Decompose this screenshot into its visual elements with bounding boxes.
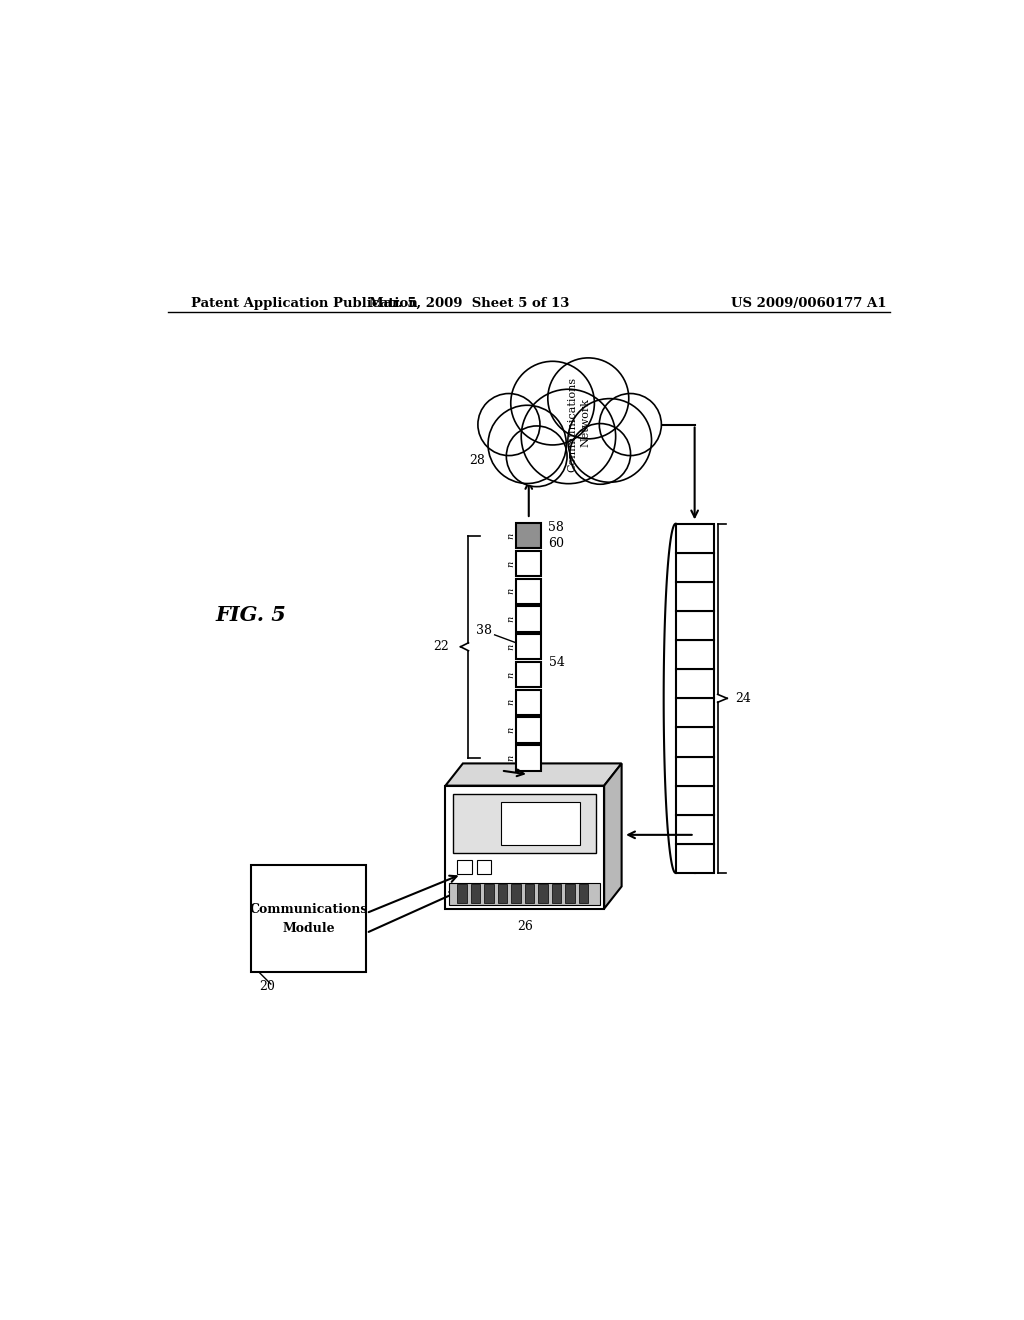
Bar — [676, 785, 714, 814]
Bar — [251, 865, 367, 972]
Bar — [516, 746, 542, 771]
Bar — [676, 814, 714, 843]
Text: n: n — [507, 644, 516, 649]
Circle shape — [521, 389, 615, 483]
Bar — [552, 884, 561, 903]
Text: FIG. 5: FIG. 5 — [216, 605, 287, 624]
Bar — [676, 698, 714, 727]
Bar — [676, 843, 714, 873]
Text: n: n — [507, 700, 516, 705]
Bar — [539, 884, 548, 903]
Text: n: n — [507, 560, 516, 566]
Bar — [516, 578, 542, 605]
Bar — [477, 859, 492, 874]
Text: n: n — [507, 727, 516, 733]
Bar — [471, 884, 480, 903]
Bar — [565, 884, 574, 903]
Text: 24: 24 — [735, 692, 751, 705]
Bar — [458, 859, 472, 874]
Text: US 2009/0060177 A1: US 2009/0060177 A1 — [731, 297, 887, 310]
Bar — [498, 884, 507, 903]
Circle shape — [568, 399, 651, 482]
Circle shape — [569, 424, 631, 484]
Circle shape — [548, 358, 629, 438]
Text: Patent Application Publication: Patent Application Publication — [191, 297, 418, 310]
Text: Network: Network — [581, 397, 591, 446]
Bar — [484, 884, 494, 903]
Bar — [516, 661, 542, 688]
Text: 22: 22 — [433, 640, 449, 653]
Bar — [579, 884, 588, 903]
Bar — [676, 611, 714, 640]
Text: 54: 54 — [550, 656, 565, 669]
Bar — [454, 795, 596, 853]
Text: 58: 58 — [548, 521, 563, 535]
Polygon shape — [445, 763, 622, 785]
Text: n: n — [507, 589, 516, 594]
Bar — [450, 883, 600, 904]
Bar — [511, 884, 521, 903]
Bar — [676, 727, 714, 756]
Circle shape — [478, 393, 540, 455]
Bar — [676, 669, 714, 698]
Bar — [458, 884, 467, 903]
Bar — [501, 803, 581, 845]
Bar — [676, 524, 714, 553]
Text: 26: 26 — [517, 920, 532, 933]
Circle shape — [506, 426, 567, 487]
Text: 28: 28 — [469, 454, 485, 467]
Text: n: n — [507, 532, 516, 539]
Text: 38: 38 — [476, 624, 493, 638]
Text: n: n — [507, 616, 516, 622]
Bar — [516, 689, 542, 715]
Bar — [676, 582, 714, 611]
Polygon shape — [604, 763, 622, 908]
Bar — [516, 523, 542, 548]
Text: 60: 60 — [548, 537, 564, 550]
Bar — [445, 785, 604, 908]
Bar — [676, 640, 714, 669]
Text: n: n — [507, 755, 516, 762]
Text: Communications: Communications — [250, 903, 368, 916]
Circle shape — [511, 362, 594, 445]
Bar — [516, 634, 542, 660]
Circle shape — [599, 393, 662, 455]
Bar — [676, 553, 714, 582]
Bar — [458, 887, 467, 896]
Text: Mar. 5, 2009  Sheet 5 of 13: Mar. 5, 2009 Sheet 5 of 13 — [369, 297, 569, 310]
Bar — [516, 717, 542, 743]
Text: n: n — [507, 672, 516, 677]
Bar — [676, 756, 714, 785]
Text: 20: 20 — [259, 979, 274, 993]
Bar — [524, 884, 535, 903]
Bar — [516, 606, 542, 632]
Text: Communications: Communications — [567, 378, 578, 473]
Bar — [516, 550, 542, 576]
Circle shape — [488, 405, 566, 483]
Text: Module: Module — [283, 921, 335, 935]
